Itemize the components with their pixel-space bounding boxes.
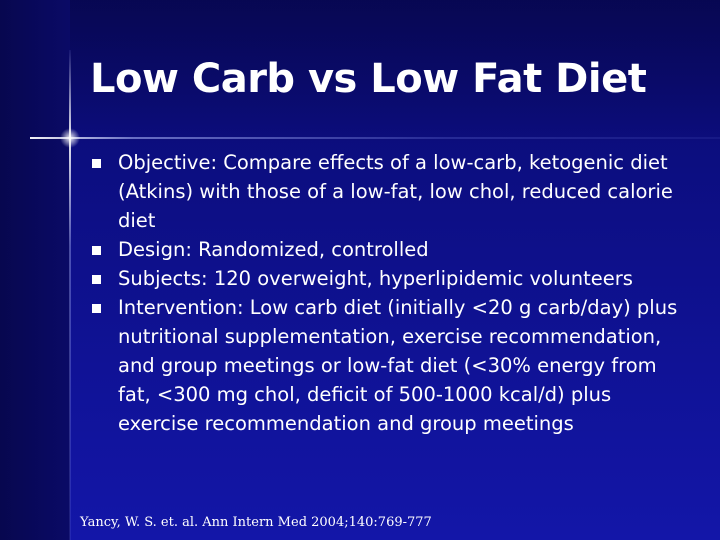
bullet-design: Design: Randomized, controlled [90, 235, 690, 264]
bullet-text: Subjects: 120 overweight, hyperlipidemic… [118, 267, 633, 290]
bullet-intervention: Intervention: Low carb diet (initially <… [90, 293, 690, 438]
horizontal-accent-line [30, 137, 720, 139]
bullet-text: Design: Randomized, controlled [118, 238, 429, 261]
square-bullet-icon [92, 246, 101, 255]
bullet-text: Objective: Compare effects of a low-carb… [118, 151, 673, 232]
bullet-subjects: Subjects: 120 overweight, hyperlipidemic… [90, 264, 690, 293]
square-bullet-icon [92, 304, 101, 313]
bullet-list: Objective: Compare effects of a low-carb… [90, 148, 690, 438]
sparkle-icon [60, 128, 80, 148]
slide-title: Low Carb vs Low Fat Diet [90, 56, 647, 102]
left-decorative-band [0, 0, 70, 540]
square-bullet-icon [92, 159, 101, 168]
bullet-text: Intervention: Low carb diet (initially <… [118, 296, 678, 435]
vertical-accent-line [69, 50, 71, 540]
citation: Yancy, W. S. et. al. Ann Intern Med 2004… [80, 515, 432, 530]
bullet-objective: Objective: Compare effects of a low-carb… [90, 148, 690, 235]
square-bullet-icon [92, 275, 101, 284]
title-shade [70, 0, 720, 145]
